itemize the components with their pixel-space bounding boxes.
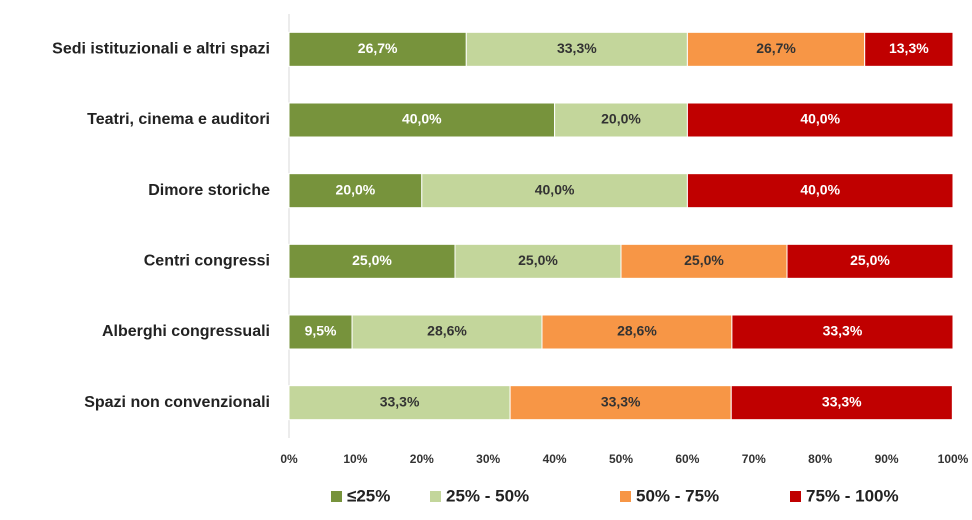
x-tick-label: 30%: [476, 452, 500, 466]
x-tick-label: 10%: [343, 452, 367, 466]
legend-label: 75% - 100%: [806, 486, 899, 505]
category-label: Alberghi congressuali: [102, 323, 270, 340]
bar-segment: [730, 385, 953, 421]
value-label: 33,3%: [557, 40, 597, 56]
legend-label: 25% - 50%: [446, 486, 529, 505]
x-tick-label: 40%: [543, 452, 567, 466]
x-tick-label: 0%: [280, 452, 298, 466]
value-label: 20,0%: [336, 181, 376, 197]
x-tick-label: 90%: [875, 452, 899, 466]
legend-swatch: [790, 491, 801, 502]
x-tick-label: 70%: [742, 452, 766, 466]
bar-segment: [351, 314, 543, 350]
value-label: 33,3%: [823, 323, 863, 339]
bar-segment: [786, 243, 954, 279]
value-label: 40,0%: [402, 111, 442, 127]
value-label: 33,3%: [601, 393, 641, 409]
bar-segment: [288, 385, 511, 421]
bar-segment: [288, 314, 353, 350]
value-label: 40,0%: [535, 181, 575, 197]
value-label: 13,3%: [889, 40, 929, 56]
value-label: 40,0%: [800, 181, 840, 197]
bar-segment: [864, 31, 954, 67]
value-label: 25,0%: [850, 252, 890, 268]
bar-segment: [686, 31, 866, 67]
bar-segment: [541, 314, 733, 350]
legend-swatch: [430, 491, 441, 502]
bar-segment: [620, 243, 788, 279]
value-label: 9,5%: [305, 323, 337, 339]
x-tick-label: 20%: [410, 452, 434, 466]
value-label: 28,6%: [617, 323, 657, 339]
bar-segment: [421, 173, 688, 209]
legend-label: ≤25%: [347, 486, 390, 505]
x-tick-label: 50%: [609, 452, 633, 466]
value-label: 26,7%: [756, 40, 796, 56]
category-label: Teatri, cinema e auditori: [87, 111, 270, 128]
x-tick-label: 60%: [675, 452, 699, 466]
category-label: Centri congressi: [144, 253, 270, 270]
value-label: 25,0%: [518, 252, 558, 268]
value-label: 26,7%: [358, 40, 398, 56]
bar-segment: [465, 31, 688, 67]
value-label: 25,0%: [352, 252, 392, 268]
value-label: 33,3%: [380, 393, 420, 409]
x-tick-label: 80%: [808, 452, 832, 466]
value-label: 25,0%: [684, 252, 724, 268]
value-label: 28,6%: [427, 323, 467, 339]
bar-segment: [554, 102, 688, 138]
value-label: 40,0%: [800, 111, 840, 127]
bar-segment: [686, 173, 954, 209]
legend-swatch: [620, 491, 631, 502]
x-tick-label: 100%: [938, 452, 969, 466]
category-label: Dimore storiche: [148, 182, 270, 199]
bar-segment: [686, 102, 954, 138]
category-label: Spazi non convenzionali: [84, 394, 270, 411]
legend-swatch: [331, 491, 342, 502]
value-label: 33,3%: [822, 393, 862, 409]
category-label: Sedi istituzionali e altri spazi: [52, 41, 270, 58]
bar-segment: [288, 243, 456, 279]
bar-segment: [731, 314, 954, 350]
value-label: 20,0%: [601, 111, 641, 127]
bar-segment: [509, 385, 732, 421]
legend-label: 50% - 75%: [636, 486, 719, 505]
